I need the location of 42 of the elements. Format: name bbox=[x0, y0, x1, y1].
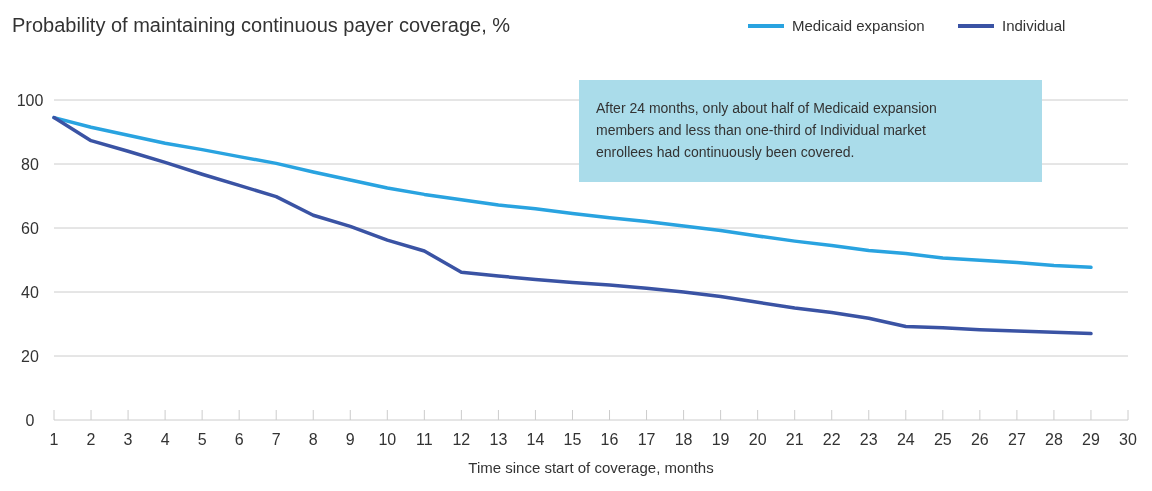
x-tick-label: 7 bbox=[271, 431, 281, 448]
x-tick-label: 28 bbox=[1045, 431, 1063, 448]
legend-label: Medicaid expansion bbox=[792, 17, 925, 34]
x-tick-label: 14 bbox=[526, 431, 545, 448]
x-tick-label: 4 bbox=[160, 431, 170, 448]
x-tick-label: 17 bbox=[637, 431, 656, 448]
x-tick-label: 20 bbox=[748, 431, 767, 448]
x-axis-title: Time since start of coverage, months bbox=[468, 459, 714, 476]
x-tick-label: 15 bbox=[563, 431, 582, 448]
x-tick-label: 24 bbox=[896, 431, 915, 448]
x-tick-label: 8 bbox=[308, 431, 318, 448]
x-tick-label: 25 bbox=[933, 431, 952, 448]
y-tick-label: 80 bbox=[21, 156, 39, 173]
y-tick-label: 20 bbox=[21, 348, 39, 365]
x-tick-label: 1 bbox=[49, 431, 59, 448]
y-tick-label: 0 bbox=[25, 412, 35, 429]
x-tick-label: 2 bbox=[86, 431, 96, 448]
x-tick-label: 6 bbox=[234, 431, 244, 448]
x-tick-label: 19 bbox=[711, 431, 730, 448]
y-tick-label: 100 bbox=[16, 92, 44, 109]
annotation: After 24 months, only about half of Medicaid expansion members and less than one-third of Individual market enrollees had continuously been covered. bbox=[596, 100, 937, 160]
x-tick-label: 12 bbox=[452, 431, 471, 448]
y-tick-label: 60 bbox=[21, 220, 39, 237]
x-tick-label: 30 bbox=[1119, 431, 1137, 448]
x-tick-label: 29 bbox=[1082, 431, 1100, 448]
y-tick-label: 40 bbox=[21, 284, 39, 301]
x-tick-label: 26 bbox=[970, 431, 989, 448]
x-tick-label: 13 bbox=[489, 431, 508, 448]
x-tick-label: 9 bbox=[345, 431, 355, 448]
x-tick-label: 27 bbox=[1008, 431, 1026, 448]
x-tick-label: 10 bbox=[378, 431, 397, 448]
x-tick-label: 18 bbox=[674, 431, 693, 448]
legend-label: Individual bbox=[1002, 17, 1066, 34]
x-tick-label: 23 bbox=[859, 431, 878, 448]
line-series bbox=[52, 115, 1093, 336]
x-tick-label: 3 bbox=[123, 431, 133, 448]
x-tick-label: 21 bbox=[785, 431, 804, 448]
x-tick-label: 22 bbox=[822, 431, 841, 448]
x-tick-label: 16 bbox=[600, 431, 619, 448]
x-tick-label: 5 bbox=[197, 431, 207, 448]
x-tick-label: 11 bbox=[416, 431, 433, 448]
chart-title: Probability of maintaining continuous payer coverage, % bbox=[12, 14, 511, 36]
